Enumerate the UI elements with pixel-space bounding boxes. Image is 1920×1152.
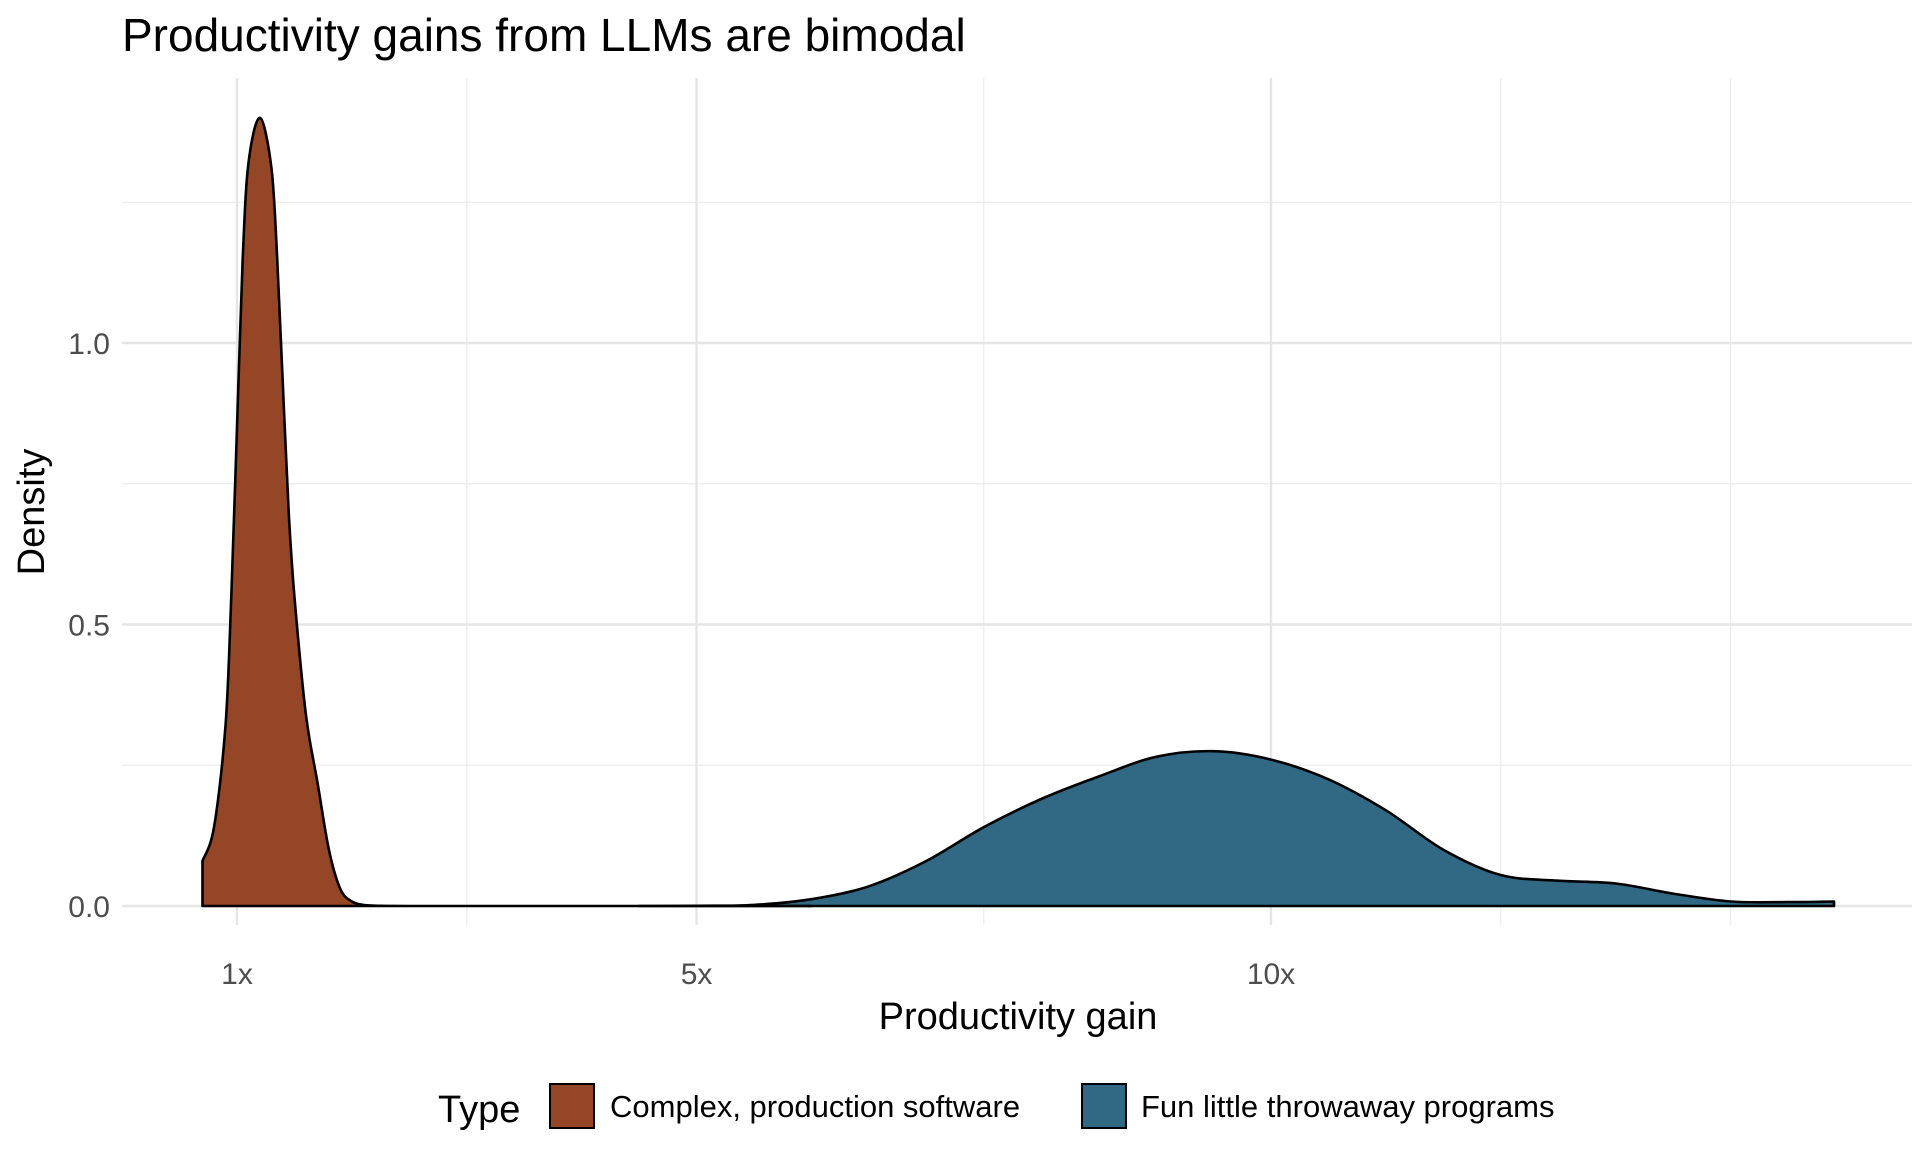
legend-label-fun: Fun little throwaway programs — [1141, 1089, 1555, 1124]
density-area-complex — [201, 116, 813, 908]
y-axis-title: Density — [11, 449, 53, 576]
minor-gridlines — [122, 78, 1912, 925]
legend-title: Type — [438, 1089, 520, 1131]
x-axis-ticks: 1x 5x 10x — [221, 958, 1295, 991]
y-tick-label: 1.0 — [68, 328, 110, 361]
x-tick-label: 1x — [221, 958, 253, 991]
legend-label-complex: Complex, production software — [610, 1089, 1020, 1124]
chart-title: Productivity gains from LLMs are bimodal — [122, 9, 966, 61]
density-area-fun — [637, 749, 1836, 908]
legend-swatch-complex — [549, 1083, 595, 1129]
x-tick-label: 5x — [681, 958, 713, 991]
legend: Type Complex, production software Fun li… — [438, 1083, 1555, 1131]
y-tick-label: 0.5 — [68, 610, 110, 643]
y-tick-label: 0.0 — [68, 891, 110, 924]
x-tick-label: 10x — [1247, 958, 1295, 991]
major-gridlines — [122, 78, 1912, 925]
legend-swatch-fun — [1081, 1083, 1127, 1129]
y-axis-ticks: 0.0 0.5 1.0 — [68, 328, 110, 924]
density-areas — [201, 116, 1836, 908]
x-axis-title: Productivity gain — [879, 996, 1158, 1038]
